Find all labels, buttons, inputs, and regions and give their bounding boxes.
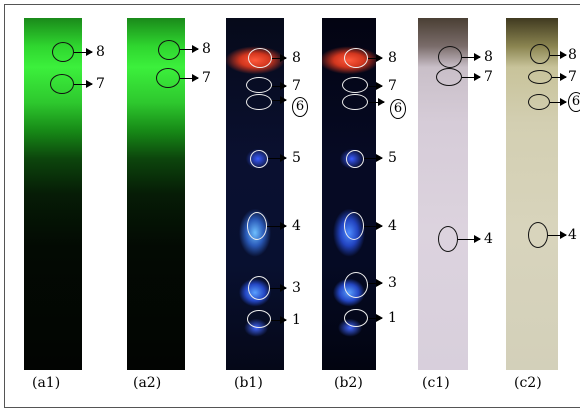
band-ring-b1-7	[246, 77, 272, 93]
band-label-b1-1: 1	[292, 312, 301, 328]
band-label-c2-8: 8	[568, 47, 577, 63]
caption-b1: (b1)	[234, 375, 263, 391]
band-label-b1-3: 3	[292, 280, 301, 296]
band-label-b2-8: 8	[388, 50, 397, 66]
band-ring-b2-1	[344, 309, 368, 327]
band-label-b2-4: 4	[388, 218, 397, 234]
pointer-arrow	[272, 96, 287, 104]
pointer-arrow	[368, 82, 383, 90]
band-ring-b2-3	[344, 272, 368, 298]
plate-strip-a1	[24, 18, 82, 370]
band-ring-c1-7	[436, 68, 462, 86]
caption-c2: (c2)	[514, 375, 542, 391]
band-label-a1-7: 7	[96, 76, 105, 92]
pointer-arrow	[368, 314, 383, 322]
pointer-arrow	[550, 51, 567, 59]
caption-a1: (a1)	[32, 375, 61, 391]
band-label-b1-4: 4	[292, 218, 301, 234]
band-ring-b1-4	[247, 212, 267, 240]
caption-b2: (b2)	[334, 375, 363, 391]
band-ring-c2-8	[530, 44, 550, 64]
band-ring-a1-7	[50, 74, 74, 94]
band-label-a2-8: 8	[202, 41, 211, 57]
band-ring-b1-5	[250, 150, 268, 168]
band-ring-b2-6	[342, 94, 368, 110]
pointer-arrow	[368, 279, 383, 287]
pointer-arrow	[458, 235, 481, 243]
band-ring-c1-8	[438, 46, 462, 68]
pointer-arrow	[364, 154, 383, 162]
band-ring-b2-7	[342, 77, 368, 93]
band-ring-b1-1	[247, 310, 271, 328]
pointer-arrow	[272, 54, 287, 62]
pointer-arrow	[268, 154, 287, 162]
band-ring-c2-4	[528, 222, 548, 248]
band-label-a2-7: 7	[202, 70, 211, 86]
band-label-b1-8: 8	[292, 50, 301, 66]
band-label-b1-6: 6	[292, 97, 308, 117]
pointer-arrow	[552, 73, 567, 81]
band-label-c1-4: 4	[484, 231, 493, 247]
pointer-arrow	[462, 53, 481, 61]
pointer-arrow	[368, 98, 385, 106]
band-ring-a2-8	[158, 40, 180, 60]
band-label-b2-6: 6	[390, 99, 406, 119]
band-label-b1-7: 7	[292, 78, 301, 94]
band-label-b1-5: 5	[292, 150, 301, 166]
figure-frame	[4, 4, 580, 408]
band-label-b2-7: 7	[388, 78, 397, 94]
pointer-arrow	[74, 80, 93, 88]
band-ring-a2-7	[156, 68, 180, 88]
band-ring-c1-4	[438, 226, 458, 252]
band-ring-b2-4	[344, 212, 364, 240]
band-label-c2-6: 6	[568, 92, 580, 112]
caption-c1: (c1)	[422, 375, 450, 391]
band-label-c2-7: 7	[568, 69, 577, 85]
pointer-arrow	[462, 73, 481, 81]
pointer-arrow	[270, 284, 287, 292]
band-ring-b2-5	[346, 150, 364, 168]
pointer-arrow	[180, 74, 199, 82]
band-ring-a1-8	[52, 42, 74, 62]
pointer-arrow	[271, 316, 287, 324]
band-ring-b1-6	[246, 94, 272, 110]
pointer-arrow	[550, 98, 567, 106]
pointer-arrow	[548, 231, 567, 239]
band-label-a1-8: 8	[96, 44, 105, 60]
caption-a2: (a2)	[133, 375, 162, 391]
band-ring-b1-3	[248, 276, 270, 300]
band-label-c1-8: 8	[484, 49, 493, 65]
band-label-c1-7: 7	[484, 69, 493, 85]
pointer-arrow	[272, 82, 287, 90]
band-label-c2-4: 4	[568, 227, 577, 243]
pointer-arrow	[267, 222, 287, 230]
pointer-arrow	[74, 48, 93, 56]
band-ring-b2-8	[344, 48, 368, 68]
band-ring-b1-8	[248, 48, 272, 68]
pointer-arrow	[364, 222, 383, 230]
band-ring-c2-7	[528, 70, 552, 84]
band-label-b2-1: 1	[388, 310, 397, 326]
band-label-b2-5: 5	[388, 150, 397, 166]
pointer-arrow	[368, 54, 383, 62]
pointer-arrow	[180, 45, 199, 53]
band-ring-c2-6	[528, 94, 550, 110]
band-label-b2-3: 3	[388, 275, 397, 291]
